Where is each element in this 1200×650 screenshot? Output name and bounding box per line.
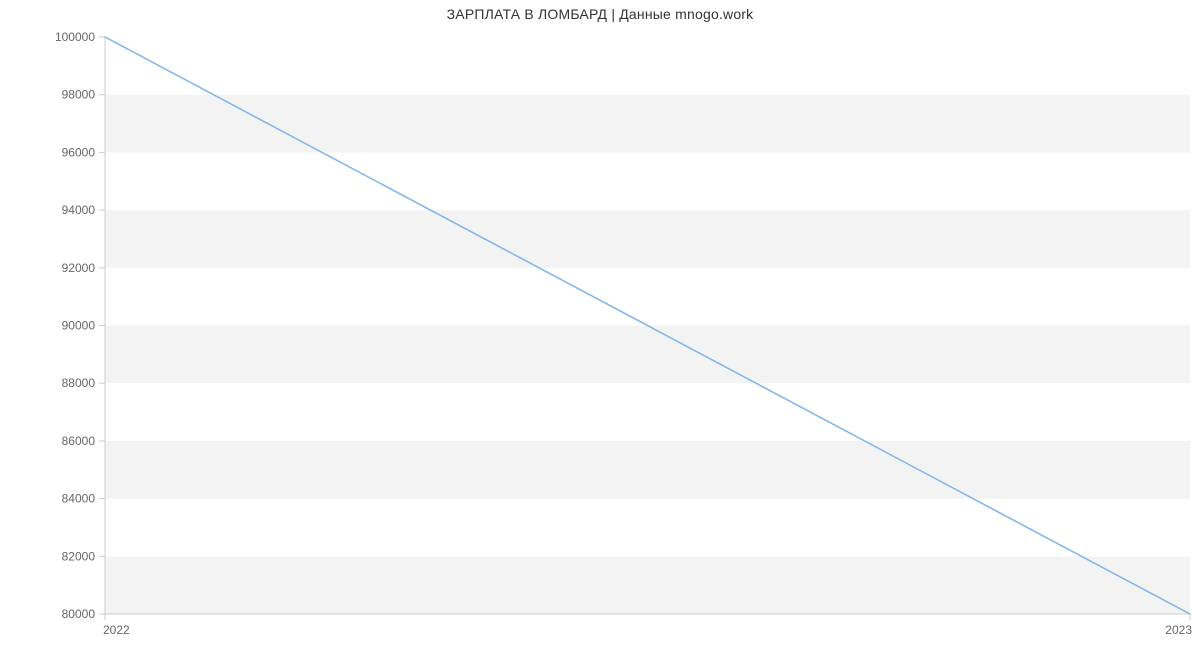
plot-band [105,37,1190,95]
plot-band [105,326,1190,384]
plot-band [105,210,1190,268]
y-tick-label: 82000 [62,549,96,563]
plot-band [105,441,1190,499]
plot-band [105,383,1190,441]
y-tick-label: 100000 [55,30,95,44]
y-tick-label: 84000 [62,492,96,506]
y-tick-label: 86000 [62,434,96,448]
x-tick-label: 2022 [103,623,130,637]
x-tick-label: 2023 [1165,623,1192,637]
y-tick-label: 80000 [62,607,96,621]
plot-band [105,556,1190,614]
y-tick-label: 94000 [62,203,96,217]
chart-svg: 80000 82000 84000 86000 88000 90000 92000 94000… [0,0,1200,650]
line-chart: ЗАРПЛАТА В ЛОМБАРД | Данные mnogo.work 8… [0,0,1200,650]
y-tick-label: 98000 [62,88,96,102]
plot-band [105,268,1190,326]
y-tick-label: 88000 [62,376,96,390]
y-tick-label: 92000 [62,261,96,275]
y-tick-label: 90000 [62,319,96,333]
plot-band [105,152,1190,210]
y-tick-label: 96000 [62,145,96,159]
